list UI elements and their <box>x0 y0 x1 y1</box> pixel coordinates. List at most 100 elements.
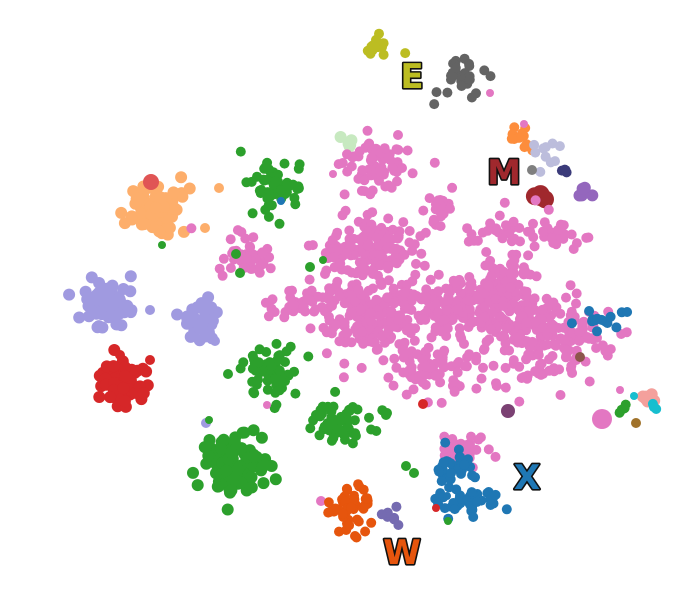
scatter-point <box>508 355 519 366</box>
scatter-point <box>117 382 130 395</box>
scatter-point <box>389 353 400 364</box>
scatter-point <box>529 139 540 150</box>
scatter-point <box>249 388 260 399</box>
scatter-point <box>321 348 332 359</box>
scatter-point <box>402 145 413 156</box>
scatter-point <box>328 433 339 444</box>
scatter-point <box>371 426 382 436</box>
scatter-point <box>561 345 572 356</box>
scatter-point <box>364 412 374 423</box>
scatter-point <box>187 466 199 479</box>
scatter-point <box>205 416 213 424</box>
scatter-point <box>181 317 193 330</box>
scatter-point <box>338 372 349 383</box>
scatter-point <box>211 480 224 493</box>
scatter-point <box>248 232 259 243</box>
scatter-point <box>538 143 549 154</box>
scatter-point <box>554 141 565 152</box>
scatter-point <box>388 283 399 294</box>
scatter-point <box>305 423 316 434</box>
scatter-point <box>459 459 470 470</box>
scatter-point <box>378 49 389 60</box>
scatter-point <box>429 157 440 168</box>
scatter-point <box>521 353 532 364</box>
scatter-point <box>171 308 184 321</box>
scatter-point <box>571 288 582 299</box>
scatter-point <box>430 370 441 381</box>
scatter-point <box>620 399 631 410</box>
scatter-point <box>464 61 475 71</box>
scatter-point <box>404 237 415 248</box>
scatter-point <box>485 324 496 335</box>
scatter-point <box>561 292 571 303</box>
scatter-point <box>360 526 371 537</box>
scatter-point <box>491 380 502 391</box>
scatter-point <box>459 361 470 371</box>
scatter-point <box>438 457 449 468</box>
scatter-point <box>327 235 338 246</box>
scatter-point <box>438 362 449 373</box>
scatter-point <box>103 300 116 313</box>
scatter-point <box>321 327 332 338</box>
scatter-point <box>191 479 204 492</box>
scatter-point <box>398 367 409 378</box>
scatter-point <box>215 442 227 455</box>
scatter-point <box>400 48 411 59</box>
scatter-point <box>483 444 494 455</box>
scatter-point <box>592 326 602 337</box>
scatter-point <box>247 450 260 463</box>
scatter-point <box>407 245 418 256</box>
scatter-point <box>154 191 167 204</box>
scatter-point <box>410 269 421 280</box>
scatter-point <box>416 248 427 259</box>
scatter-point <box>434 466 445 477</box>
scatter-point <box>514 132 525 143</box>
scatter-point <box>436 326 447 337</box>
scatter-point <box>337 508 348 519</box>
scatter-point <box>469 235 479 246</box>
scatter-point <box>346 502 357 513</box>
scatter-point <box>377 331 388 342</box>
scatter-point <box>431 299 442 310</box>
scatter-point <box>274 365 285 376</box>
scatter-point <box>247 376 258 387</box>
scatter-point <box>439 314 450 325</box>
scatter-point <box>330 386 341 397</box>
scatter-point <box>441 305 452 316</box>
scatter-point <box>235 363 246 374</box>
scatter-point <box>444 517 452 525</box>
scatter-point <box>433 286 444 297</box>
points-layer <box>63 28 662 543</box>
scatter-point <box>257 477 270 490</box>
scatter-point <box>232 225 243 236</box>
scatter-point <box>567 368 578 378</box>
scatter-point <box>316 496 326 506</box>
scatter-point <box>490 489 501 500</box>
scatter-point <box>317 292 328 303</box>
scatter-point <box>199 300 212 313</box>
scatter-point <box>263 311 274 322</box>
scatter-point <box>115 350 125 360</box>
scatter-point <box>527 336 538 347</box>
scatter-point <box>548 297 559 308</box>
scatter-point <box>446 468 457 478</box>
scatter-point <box>536 314 547 324</box>
scatter-point <box>383 325 394 336</box>
scatter-point <box>432 349 443 360</box>
scatter-point <box>352 514 363 525</box>
cluster-label-x: X <box>514 458 540 498</box>
scatter-point <box>331 281 341 291</box>
scatter-point <box>648 402 659 413</box>
scatter-point <box>453 444 464 455</box>
scatter-point <box>200 223 210 233</box>
scatter-point <box>253 357 264 368</box>
scatter-point <box>488 360 499 371</box>
scatter-point <box>540 151 551 162</box>
scatter-point <box>550 156 560 167</box>
scatter-point <box>356 362 367 373</box>
scatter-point <box>334 426 345 436</box>
scatter-point <box>115 319 128 332</box>
scatter-point <box>555 308 566 319</box>
scatter-point <box>622 307 633 317</box>
scatter-point <box>401 461 411 471</box>
